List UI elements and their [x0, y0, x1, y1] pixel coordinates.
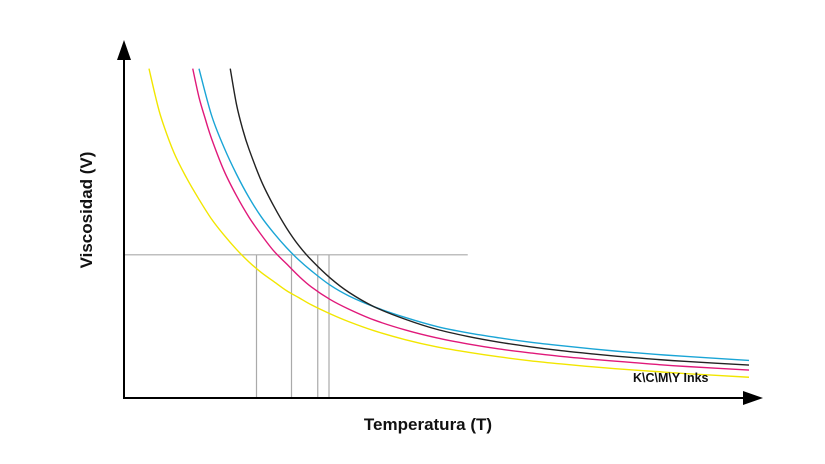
x-axis-arrow-icon — [743, 391, 763, 405]
series-line-cyan — [198, 68, 750, 362]
x-axis-label: Temperatura (T) — [364, 415, 492, 434]
series-line-magenta — [192, 68, 750, 371]
series-lines — [148, 68, 750, 378]
series-line-black — [229, 68, 750, 366]
legend-label: K\C\M\Y Inks — [633, 371, 709, 385]
y-axis-arrow-icon — [117, 40, 131, 60]
y-axis-label: Viscosidad (V) — [77, 152, 96, 269]
reference-lines — [124, 254, 468, 398]
series-line-yellow — [148, 68, 750, 378]
